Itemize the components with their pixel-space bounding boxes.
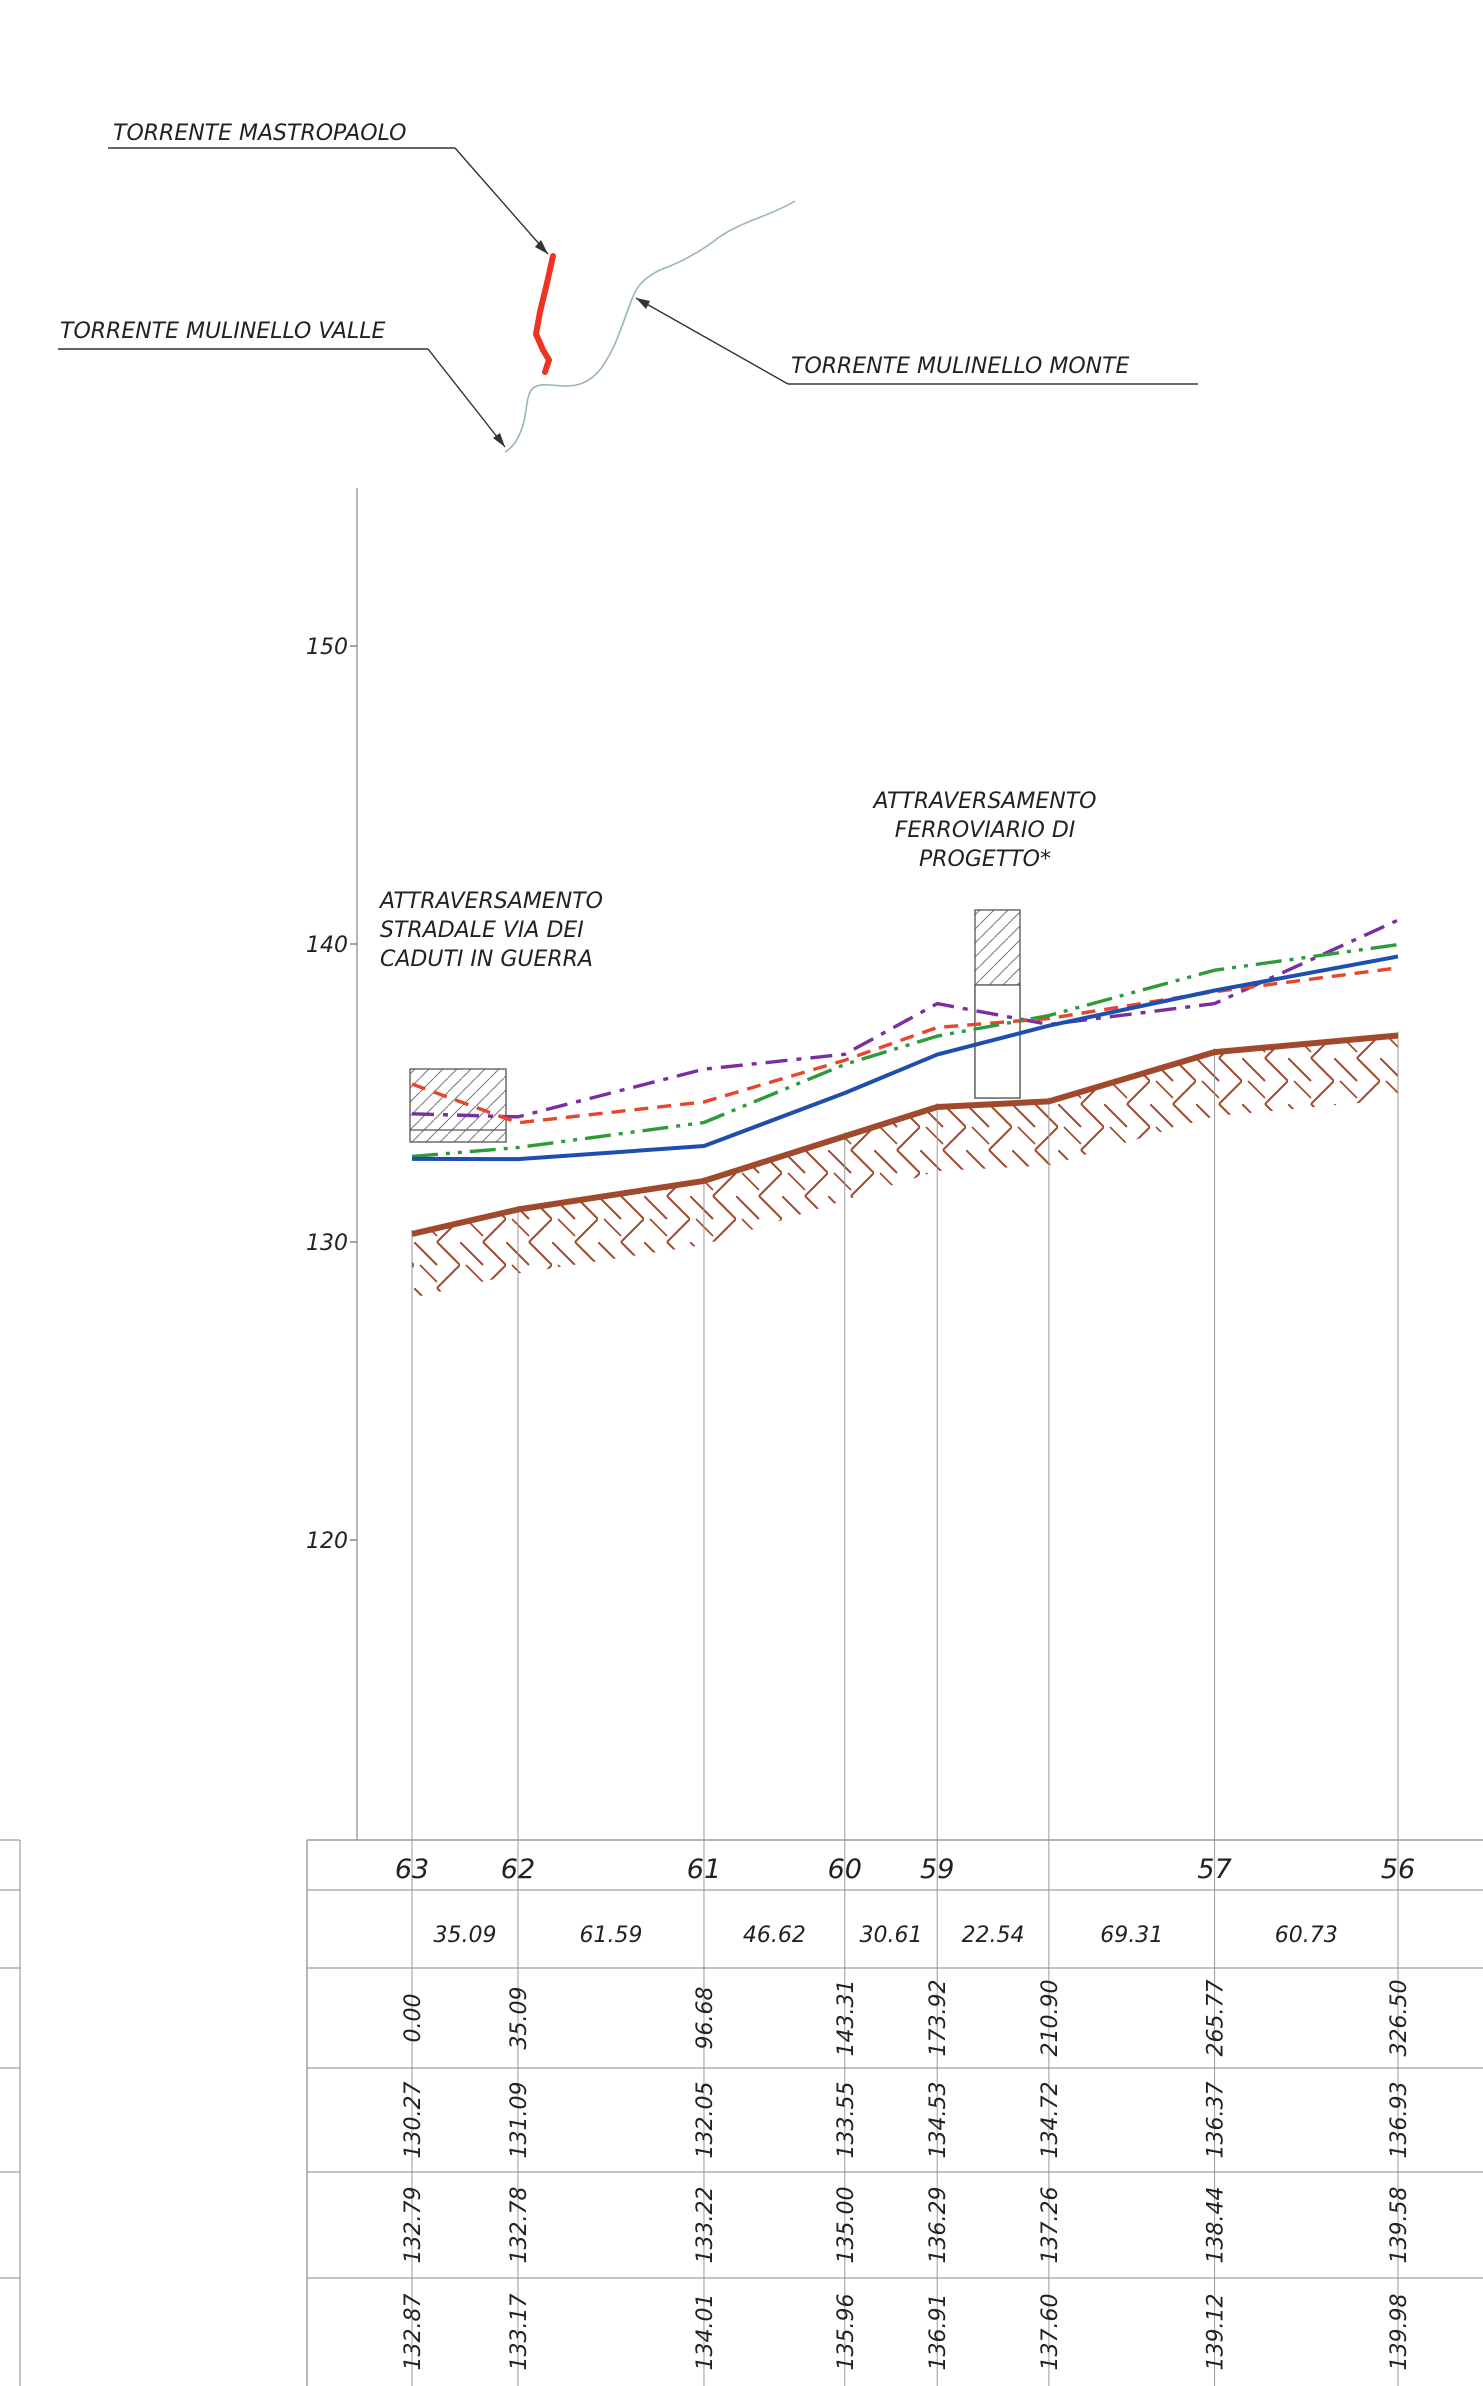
row-value-bed: 136.93 [1387,2082,1412,2159]
profile-line-blue [411,954,1399,1162]
row-value-progressive: 35.09 [507,1987,532,2050]
row-value-blue: 135.00 [834,2187,859,2264]
section-number: 62 [501,1854,535,1885]
y-tick-label: 120 [306,1529,348,1554]
row-value-green: 134.01 [693,2294,718,2371]
section-number: 59 [920,1854,954,1885]
profile-line-bed [411,1032,1399,1237]
left-table-fragment [0,1839,21,2386]
section-verticals [411,1031,1399,2386]
profile-frame [306,488,1483,2386]
partial-distance: 60.73 [1275,1923,1338,1948]
arrowhead-monte [636,298,650,309]
row-value-progressive: 96.68 [693,1987,718,2050]
row-value-bed: 132.05 [693,2082,718,2159]
section-number: 61 [687,1854,721,1885]
leader-monte [635,297,789,385]
row-value-progressive: 326.50 [1387,1980,1412,2057]
row-value-blue: 137.26 [1038,2187,1063,2264]
row-value-progressive: 143.31 [834,1980,859,2057]
y-tick-label: 130 [306,1231,348,1256]
section-number: 57 [1197,1854,1231,1885]
note-rail-crossing: ATTRAVERSAMENTO FERROVIARIO DI PROGETTO* [872,789,1097,872]
section-table: 63 62 61 60 59 57 56 35.09 61.59 46.62 30.61 22.54 6… [307,1854,1483,2370]
label-mulinello-valle: TORRENTE MULINELLO VALLE [60,319,385,344]
bridge-box-road [409,1068,507,1143]
row-value-blue: 133.22 [693,2187,718,2264]
note-road-crossing: ATTRAVERSAMENTO STRADALE VIA DEI CADUTI … [378,889,603,972]
row-value-green: 135.96 [834,2294,859,2371]
row-value-bed: 134.53 [926,2082,951,2159]
arrowhead-mastropaolo [535,240,548,254]
profile-line-red [411,966,1399,1125]
partial-distance: 61.59 [579,1923,642,1948]
row-value-progressive: 0.00 [401,1994,426,2043]
row-value-green: 139.12 [1204,2294,1229,2371]
row-value-progressive: 265.77 [1204,1980,1229,2057]
row-value-bed: 131.09 [507,2082,532,2159]
bridge-box-rail [974,909,1021,1099]
note-rail-line-3: PROGETTO* [919,847,1051,872]
stream-mastropaolo-highlight [533,253,556,375]
label-mastropaolo: TORRENTE MASTROPAOLO [113,121,407,146]
y-tick-label: 140 [306,933,348,958]
row-value-bed: 134.72 [1038,2082,1063,2159]
partial-distance: 46.62 [743,1923,806,1948]
row-value-blue: 132.78 [507,2187,532,2264]
row-value-green: 136.91 [926,2294,951,2371]
row-value-bed: 130.27 [401,2082,426,2159]
profile-line-green [411,942,1399,1159]
note-road-line-1: ATTRAVERSAMENTO [378,889,603,914]
leader-mastropaolo [454,147,549,255]
row-value-blue: 136.29 [926,2187,951,2264]
row-value-green: 132.87 [401,2294,426,2371]
row-value-blue: 139.58 [1387,2187,1412,2264]
partial-distance: 69.31 [1100,1923,1163,1948]
note-road-line-3: CADUTI IN GUERRA [380,947,593,972]
riverbed-hatch [412,1035,1398,1298]
leader-valle [427,348,506,448]
y-tick-label: 150 [306,635,348,660]
profile-line-purple [411,918,1399,1119]
row-value-bed: 133.55 [834,2082,859,2159]
row-value-blue: 138.44 [1204,2187,1229,2264]
note-rail-line-2: FERROVIARIO DI [895,818,1076,843]
partial-distance: 35.09 [433,1923,496,1948]
section-number: 56 [1381,1854,1415,1885]
riverbed-hatch-area [412,1035,1398,1298]
row-value-green: 139.98 [1387,2294,1412,2371]
row-value-blue: 132.79 [401,2187,426,2264]
row-value-green: 137.60 [1038,2294,1063,2371]
row-value-progressive: 173.92 [926,1980,951,2057]
water-profiles [411,918,1399,1237]
note-rail-line-1: ATTRAVERSAMENTO [872,789,1097,814]
section-number: 63 [395,1854,429,1885]
stream-mulinello [504,200,796,453]
label-mulinello-monte: TORRENTE MULINELLO MONTE [791,354,1130,379]
plan-view: TORRENTE MASTROPAOLO TORRENTE MULINELLO … [58,121,1198,453]
row-value-bed: 136.37 [1204,2082,1229,2159]
partial-distance: 30.61 [860,1923,923,1948]
section-number: 60 [828,1854,862,1885]
row-value-progressive: 210.90 [1038,1980,1063,2057]
row-value-green: 133.17 [507,2294,532,2371]
y-axis: 120 130 140 150 [306,635,357,1554]
arrowhead-valle [493,433,505,447]
note-road-line-2: STRADALE VIA DEI [380,918,584,943]
partial-distance: 22.54 [962,1923,1025,1948]
